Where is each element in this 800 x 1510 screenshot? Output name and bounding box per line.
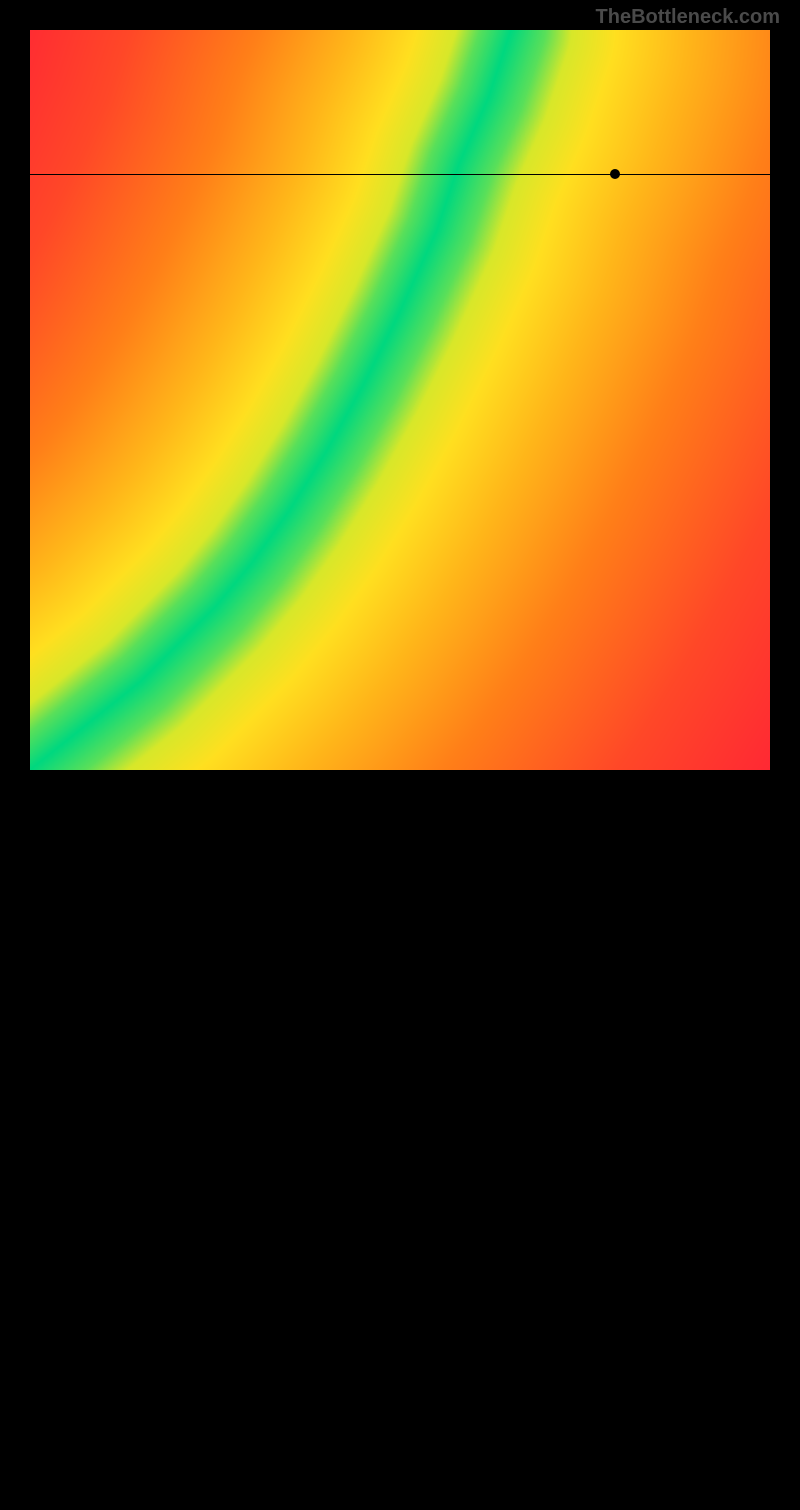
watermark-text: TheBottleneck.com bbox=[596, 6, 780, 29]
crosshair-horizontal bbox=[30, 174, 770, 175]
heatmap-canvas bbox=[30, 30, 770, 770]
heatmap-plot bbox=[30, 30, 770, 770]
crosshair-vertical bbox=[615, 770, 616, 1510]
crosshair-marker bbox=[610, 169, 620, 179]
